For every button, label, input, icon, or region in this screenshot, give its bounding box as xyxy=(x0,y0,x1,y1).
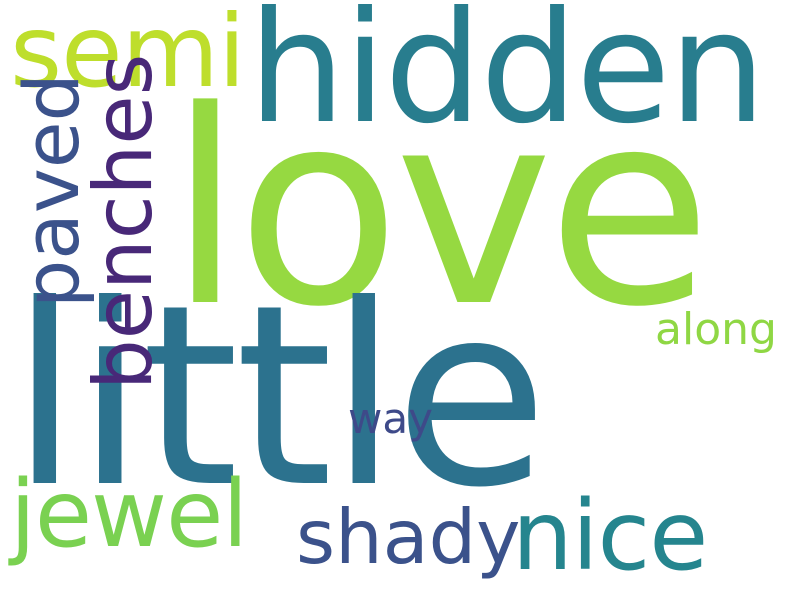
word-nice: nice xyxy=(512,480,708,592)
word-shady: shady xyxy=(296,493,521,581)
word-hidden: hidden xyxy=(248,0,766,158)
word-benches: benches xyxy=(77,53,170,390)
word-paved: paved xyxy=(7,73,96,308)
word-semi: semi xyxy=(10,0,246,110)
word-jewel: jewel xyxy=(10,460,248,568)
word-love: love xyxy=(168,54,712,366)
word-along: along xyxy=(655,304,777,355)
word-way: way xyxy=(348,394,433,443)
word-little: little xyxy=(10,251,548,542)
